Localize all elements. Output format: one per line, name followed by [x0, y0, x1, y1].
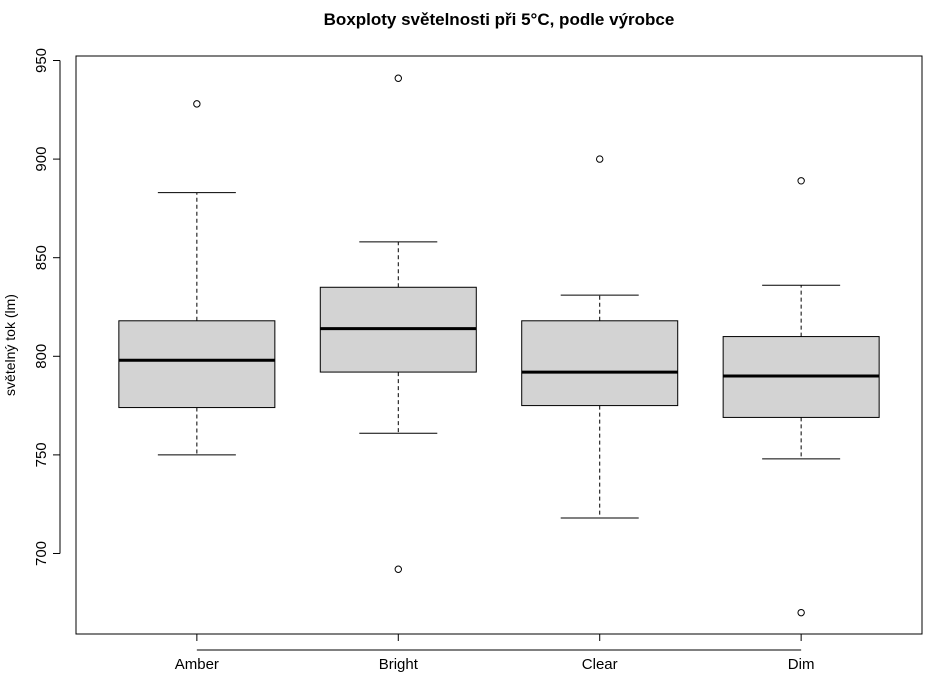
y-axis: 700 750 800 850 900 950 [33, 48, 61, 566]
box-group [118, 100, 276, 456]
outlier-point [193, 100, 201, 108]
plot-frame [75, 55, 923, 635]
x-tick-label: Dim [788, 656, 815, 673]
box-group [521, 155, 679, 519]
outlier-point [797, 177, 805, 185]
y-tick-label: 950 [33, 48, 50, 73]
x-tick-label: Clear [582, 656, 618, 673]
y-tick-label: 850 [33, 245, 50, 270]
x-axis: Amber Bright Clear Dim [175, 634, 815, 673]
y-tick-label: 750 [33, 442, 50, 467]
y-axis-label: světelný tok (lm) [2, 294, 18, 396]
box-group [722, 177, 880, 617]
y-tick-label: 900 [33, 147, 50, 172]
outlier-point [596, 155, 604, 163]
x-tick-label: Amber [175, 656, 219, 673]
box-group [319, 74, 477, 573]
outlier-point [797, 608, 805, 617]
outlier-point [394, 74, 402, 82]
y-tick-label: 800 [33, 344, 50, 369]
boxes-layer [118, 74, 880, 617]
y-tick-label: 700 [33, 541, 50, 566]
box-iqr [521, 320, 679, 407]
x-tick-label: Bright [379, 656, 419, 673]
box-iqr [118, 320, 276, 409]
outlier-point [394, 565, 402, 573]
chart-title: Boxploty světelnosti při 5°C, podle výro… [324, 10, 675, 29]
